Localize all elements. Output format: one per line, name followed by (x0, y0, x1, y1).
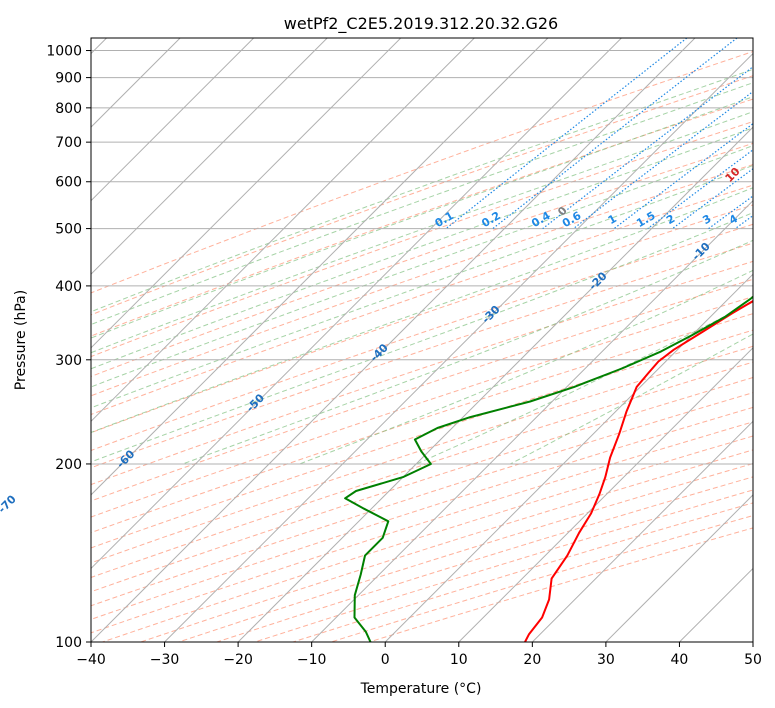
dry-adiabat-line (91, 296, 753, 518)
dry-adiabat-line (91, 184, 753, 416)
x-tick-label: 30 (597, 652, 615, 668)
moist-adiabat-line (91, 68, 753, 313)
isotherm-line (679, 567, 753, 642)
dry-adiabat-line (91, 204, 753, 434)
isotherm-line (91, 38, 549, 496)
y-tick-label: 900 (55, 71, 82, 87)
x-tick-label: −30 (150, 652, 180, 668)
isotherm-line (605, 494, 753, 642)
y-tick-label: 400 (55, 279, 82, 295)
y-tick-label: 700 (55, 135, 82, 151)
dry-adiabat-line (178, 463, 753, 642)
dry-adiabat-line (330, 515, 753, 642)
x-tick-label: 20 (523, 652, 541, 668)
background-lines (91, 38, 753, 642)
isotherm-line (91, 38, 402, 349)
isotherm-line (237, 126, 753, 642)
dry-adiabat-line (102, 435, 753, 642)
moist-adiabat-line (91, 111, 753, 354)
x-tick-label: −40 (76, 652, 106, 668)
x-tick-label: 50 (744, 652, 762, 668)
isotherm-line (384, 273, 753, 642)
y-tick-label: 300 (55, 353, 82, 369)
temperature-profile-line (524, 299, 753, 642)
dry-adiabat-line (91, 376, 753, 593)
dry-adiabat-line (91, 361, 753, 578)
y-axis-title: Pressure (hPa) (13, 290, 29, 390)
line-labels: 0.10.20.40.611.5234-100-90-80-70-60-50-4… (0, 165, 743, 516)
mixing-ratio-line (542, 65, 753, 230)
x-tick-label: 40 (671, 652, 689, 668)
isotherm-line (91, 38, 622, 570)
dry-adiabat-line (91, 75, 753, 316)
chart-title: wetPf2_C2E5.2019.312.20.32.G26 (284, 14, 558, 34)
isotherm-line (164, 52, 753, 642)
mixing-ratio-label: 2 (664, 212, 677, 227)
moist-adiabat-line (182, 239, 753, 465)
y-tick-label: 500 (55, 222, 82, 238)
y-tick-label: 600 (55, 175, 82, 191)
isotherm-line (91, 38, 255, 202)
dry-adiabat-line (91, 313, 753, 534)
axis-ticks: −40 −30 −20 −10 0 10 20 30 40 50 100 200 300 400 500 60… (46, 44, 762, 668)
x-tick-label: −10 (297, 652, 327, 668)
moist-adiabat-line (416, 301, 753, 465)
mixing-ratio-label: 1.5 (634, 209, 657, 230)
y-tick-label: 100 (55, 635, 82, 651)
isotherm-line (311, 199, 753, 642)
mixing-ratio-line (734, 214, 753, 230)
isotherm-line (531, 420, 753, 642)
dry-adiabat-line (91, 345, 753, 564)
mixing-ratio-label: 0.4 (529, 209, 553, 230)
isotherm-label: -60 (114, 447, 137, 470)
x-tick-label: 0 (381, 652, 390, 668)
mixing-ratio-label: 3 (700, 212, 713, 227)
moist-adiabat-line (91, 82, 753, 326)
dry-adiabat-line (91, 164, 753, 397)
moist-adiabat-line (91, 96, 753, 339)
y-tick-label: 200 (55, 457, 82, 473)
mixing-ratio-line (672, 168, 753, 230)
x-tick-label: 10 (450, 652, 468, 668)
isotherm-line (91, 38, 696, 642)
dry-adiabat-line (91, 98, 753, 337)
isotherm-label: -70 (0, 492, 19, 515)
y-tick-label: 800 (55, 101, 82, 117)
dry-adiabat-line (91, 242, 753, 469)
dry-adiabat-line (91, 142, 753, 378)
isotherm-label: -20 (586, 269, 609, 292)
profile-lines (344, 295, 753, 642)
dry-adiabat-line (91, 223, 753, 452)
dry-adiabat-line (91, 121, 753, 358)
mixing-ratio-line (445, 38, 688, 230)
plot-frame (90, 37, 754, 643)
mixing-ratio-label: 1 (606, 212, 619, 227)
dry-adiabat-line (91, 329, 753, 549)
dry-adiabat-line (91, 278, 753, 502)
moist-adiabat-line (91, 212, 753, 463)
mixing-ratio-label: 0.1 (433, 209, 456, 230)
dry-adiabat-line (91, 260, 753, 486)
dry-adiabat-line (369, 527, 753, 642)
mixing-ratio-line (613, 122, 753, 230)
x-tick-label: −20 (223, 652, 253, 668)
y-tick-label: 1000 (46, 44, 82, 60)
moist-adiabat-line (91, 145, 753, 388)
mixing-ratio-line (492, 38, 738, 230)
dewpoint-profile-line (344, 295, 753, 642)
x-axis-title: Temperature (°C) (360, 681, 482, 697)
isotherm-line (91, 38, 328, 275)
dry-adiabat-line (91, 50, 753, 294)
dry-adiabat-line (91, 392, 753, 607)
dry-adiabat-line (292, 502, 753, 642)
isotherm-line (752, 641, 753, 642)
isotherm-line (458, 347, 753, 642)
isotherm-line (91, 38, 475, 423)
